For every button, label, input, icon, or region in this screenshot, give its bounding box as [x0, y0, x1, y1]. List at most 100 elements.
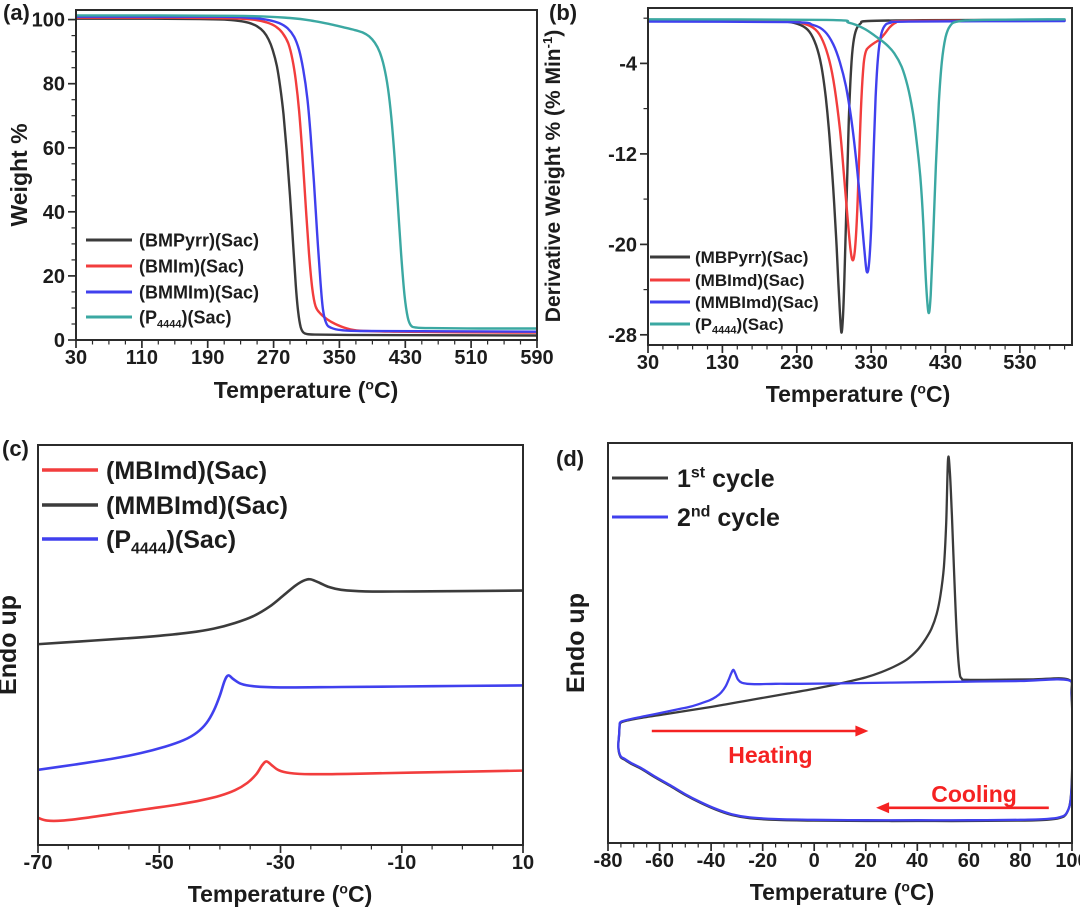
panel-a-xlabel: Temperature (oC) [214, 376, 399, 403]
panel-d-legend-cycle-2: 2nd cycle [612, 503, 780, 532]
panel-c-x-tick--70: -70 [24, 852, 53, 874]
legend-entry-label: (P4444)(Sac) [695, 315, 784, 337]
panel-b-y-tick--12: -12 [608, 144, 637, 166]
panel-c-series-p4444-sac [39, 674, 522, 771]
panel-c-x-tick--30: -30 [266, 852, 295, 874]
panel-b-series-mbpyrr-sac [649, 18, 1066, 334]
panel-c-legend-mmbimd-sac: (MMBImd)(Sac) [42, 492, 288, 520]
panel-c-legend-mbimd-sac: (MBImd)(Sac) [42, 457, 267, 485]
panel-b-x-tick-30: 30 [637, 352, 659, 374]
panel-c-xlabel: Temperature (oC) [188, 880, 373, 907]
panel-a-legend-bmmim-sac: (BMMIm)(Sac) [86, 282, 259, 302]
panel-a-series-bmpyrr-sac [77, 17, 536, 337]
panel-d-x-tick-0: 0 [809, 850, 820, 872]
panel-d: -80 -60 -40 -20 0 20 40 60 80 100 Temperature (oC)… [562, 442, 1080, 905]
panel-a-legend: (BMPyrr)(Sac) (BMIm)(Sac) (BMMIm)(Sac) (P44… [86, 230, 259, 330]
panel-a-x-tick-590: 590 [520, 347, 553, 369]
panel-d-x-tick-80: 80 [1009, 850, 1031, 872]
legend-entry-label: (MMBImd)(Sac) [106, 492, 288, 520]
legend-entry-label: (BMIm)(Sac) [139, 256, 244, 276]
panel-a-ylabel: Weight % [6, 123, 32, 226]
panel-d-x-tick-60: 60 [958, 850, 980, 872]
panel-a-y-tick-20: 20 [43, 266, 65, 288]
panel-a-series [77, 14, 536, 337]
panel-b-x-tick-430: 430 [929, 352, 962, 374]
panel-a: 30 110 190 270 350 430 510 590 0 20 40 60 80 100 Tempe… [6, 9, 554, 403]
panel-b-x-tick-230: 230 [780, 352, 813, 374]
panel-b-label: (b) [549, 0, 578, 25]
panel-a-x-tick-110: 110 [126, 347, 158, 369]
panel-a-series-bmmim-sac [77, 15, 536, 333]
panel-b-x-tick-130: 130 [706, 352, 739, 374]
panel-b-legend-mbpyrr-sac: (MBPyrr)(Sac) [650, 248, 808, 267]
panel-b-legend: (MBPyrr)(Sac) (MBImd)(Sac) (MMBImd)(Sac) (P… [650, 248, 819, 337]
panel-d-xlabel: Temperature (oC) [750, 878, 935, 905]
panel-a-label: (a) [3, 0, 30, 25]
panel-a-y-tick-60: 60 [43, 138, 65, 160]
panel-c-ylabel: Endo up [0, 595, 22, 695]
panel-a-x-axis: 30 110 190 270 350 430 510 590 [65, 340, 554, 369]
panel-b-ylabel: Derivative Weight % (% Min-1) [540, 30, 565, 322]
panel-a-legend-bmpyrr-sac: (BMPyrr)(Sac) [86, 230, 259, 250]
panel-c-x-tick--50: -50 [145, 852, 174, 874]
panel-d-cooling-label: Cooling [931, 781, 1017, 807]
panel-b-x-axis: 30 130 230 330 430 530 [637, 345, 1066, 374]
legend-entry-label: (BMPyrr)(Sac) [139, 230, 259, 250]
panel-b-series-mmbimd-sac [649, 19, 1066, 274]
panel-b-legend-mmbimd-sac: (MMBImd)(Sac) [650, 293, 819, 312]
panel-d-series-cycle-2 [617, 668, 1071, 822]
legend-entry-label: (P4444)(Sac) [139, 307, 232, 330]
panel-a-y-tick-80: 80 [43, 74, 65, 96]
panel-a-legend-bmim-sac: (BMIm)(Sac) [86, 256, 244, 276]
panel-d-cooling-arrow [876, 802, 1049, 814]
panel-a-legend-p4444-sac: (P4444)(Sac) [86, 307, 232, 330]
panel-b-series-p4444-sac [649, 18, 1066, 315]
panel-a-x-tick-30: 30 [65, 347, 87, 369]
panel-a-x-tick-190: 190 [191, 347, 224, 369]
panel-c-series-mbimd-sac [39, 760, 522, 823]
panel-a-y-tick-0: 0 [54, 330, 65, 352]
panel-b-series [649, 18, 1066, 334]
panel-a-y-axis: 0 20 40 60 80 100 [32, 10, 76, 352]
panel-c-x-tick--10: -10 [387, 852, 416, 874]
panel-b-legend-p4444-sac: (P4444)(Sac) [650, 315, 784, 337]
panel-d-label: (d) [556, 446, 585, 471]
legend-entry-label: 1st cycle [677, 464, 775, 493]
panel-c-label: (c) [2, 436, 29, 461]
panel-b-x-tick-530: 530 [1003, 352, 1036, 374]
panel-d-legend-cycle-1: 1st cycle [612, 464, 775, 493]
legend-entry-label: (MMBImd)(Sac) [695, 293, 819, 312]
panel-d-heating-label: Heating [728, 742, 812, 768]
legend-entry-label: (P4444)(Sac) [106, 526, 236, 558]
panel-d-x-tick--20: -20 [748, 850, 777, 872]
panel-d-x-tick-20: 20 [855, 850, 877, 872]
panel-a-y-tick-40: 40 [43, 202, 65, 224]
panel-c-x-tick-10: 10 [512, 852, 534, 874]
panel-a-series-bmim-sac [77, 16, 536, 334]
panel-a-x-tick-430: 430 [389, 347, 422, 369]
panel-d-x-tick--60: -60 [645, 850, 674, 872]
panel-d-series [617, 455, 1071, 823]
panel-b-xlabel: Temperature (oC) [766, 380, 951, 407]
panel-a-y-tick-100: 100 [32, 10, 65, 32]
panel-a-x-tick-350: 350 [323, 347, 356, 369]
panel-b-y-axis: -4 -12 -20 -28 [608, 17, 648, 347]
panel-b-legend-mbimd-sac: (MBImd)(Sac) [650, 271, 805, 290]
panel-d-ylabel: Endo up [562, 593, 590, 693]
legend-entry-label: 2nd cycle [677, 503, 780, 532]
panel-b-x-tick-330: 330 [855, 352, 888, 374]
legend-entry-label: (MBPyrr)(Sac) [695, 248, 808, 267]
panel-b-frame [647, 7, 1073, 346]
panel-b-y-tick--20: -20 [608, 234, 637, 256]
panel-c-legend: (MBImd)(Sac) (MMBImd)(Sac) (P4444)(Sac) [42, 457, 288, 558]
panel-c-series [39, 577, 522, 823]
panel-a-series-p4444-sac [77, 14, 536, 330]
panel-c-legend-p4444-sac: (P4444)(Sac) [42, 526, 236, 558]
panel-b: 30 130 230 330 430 530 -4 -12 -20 -28 Temperature … [540, 7, 1073, 407]
legend-entry-label: (MBImd)(Sac) [695, 271, 805, 290]
panel-d-x-axis: -80 -60 -40 -20 0 20 40 60 80 100 [594, 843, 1080, 872]
panel-b-y-tick--28: -28 [608, 325, 637, 347]
panel-a-x-tick-270: 270 [257, 347, 290, 369]
